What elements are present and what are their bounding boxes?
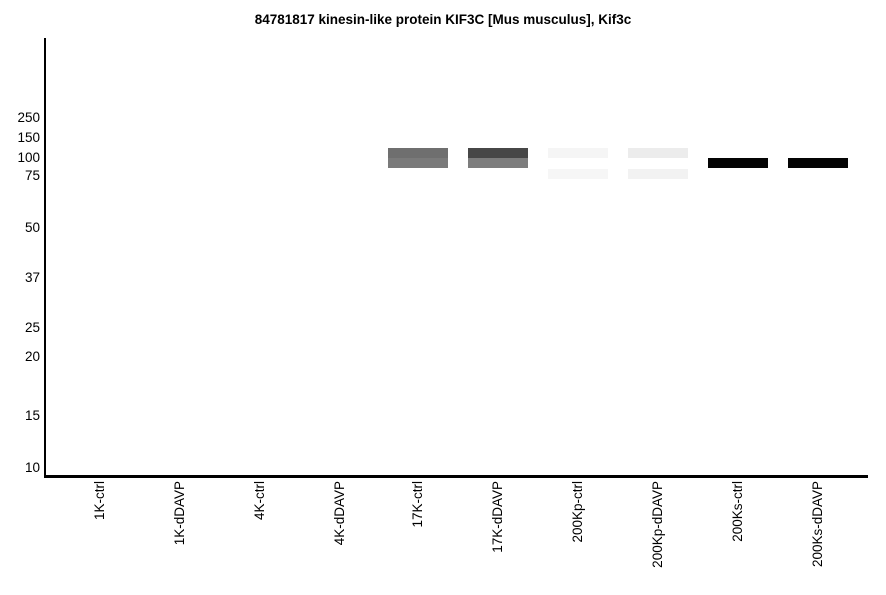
band xyxy=(468,158,528,168)
lane-label: 200Ks-ctrl xyxy=(730,481,745,542)
band xyxy=(628,169,688,179)
band xyxy=(628,148,688,158)
lane-label: 17K-dDAVP xyxy=(490,481,505,553)
band xyxy=(548,148,608,158)
band xyxy=(388,148,448,158)
lane-label: 1K-dDAVP xyxy=(172,481,187,546)
lane-label: 17K-ctrl xyxy=(410,481,425,528)
y-tick-label: 75 xyxy=(24,168,40,183)
lane-label: 4K-dDAVP xyxy=(332,481,347,546)
band xyxy=(788,158,848,168)
lane-label: 200Kp-dDAVP xyxy=(650,481,665,568)
band xyxy=(468,148,528,158)
band xyxy=(708,158,768,168)
y-tick-label: 50 xyxy=(24,220,40,235)
y-tick-label: 100 xyxy=(17,150,40,165)
y-tick-label: 37 xyxy=(24,270,40,285)
y-axis-line xyxy=(44,38,46,478)
band xyxy=(388,158,448,168)
y-tick-label: 15 xyxy=(24,408,40,423)
y-tick-label: 150 xyxy=(17,130,40,145)
y-tick-label: 10 xyxy=(24,460,40,475)
lane-label: 4K-ctrl xyxy=(252,481,267,521)
band xyxy=(548,169,608,179)
lane-label: 200Ks-dDAVP xyxy=(810,481,825,568)
lane-label: 200Kp-ctrl xyxy=(570,481,585,543)
figure-title: 84781817 kinesin-like protein KIF3C [Mus… xyxy=(254,12,632,27)
y-tick-label: 25 xyxy=(24,320,40,335)
x-axis-line xyxy=(44,475,868,478)
y-tick-label: 250 xyxy=(17,110,40,125)
lane-label: 1K-ctrl xyxy=(92,481,107,521)
y-tick-label: 20 xyxy=(24,349,40,364)
